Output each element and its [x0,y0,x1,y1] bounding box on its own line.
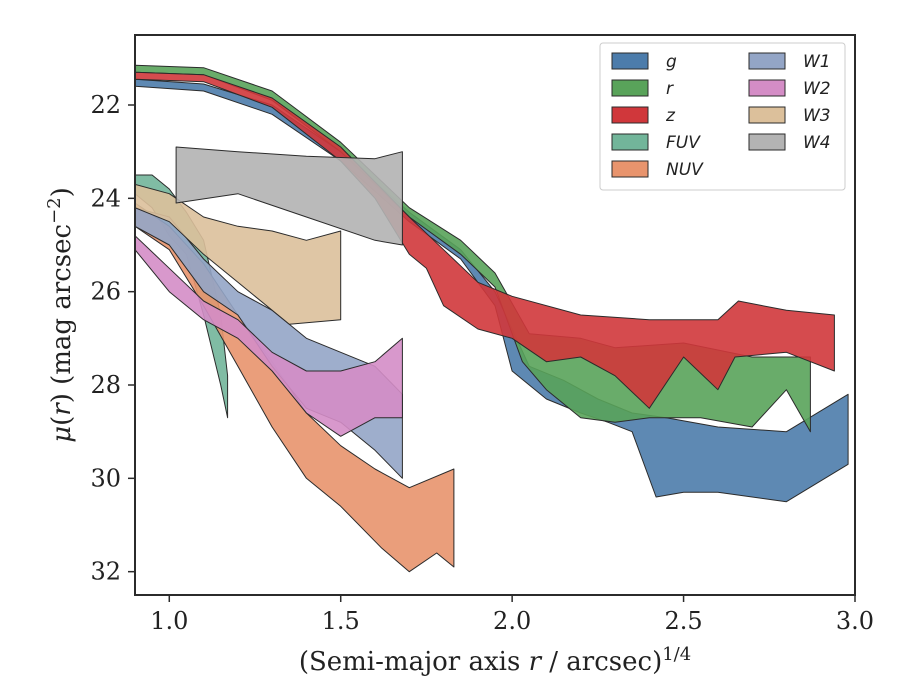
y-tick-label: 24 [90,184,121,212]
legend-label-w1: W1 [803,52,831,72]
y-tick-label: 32 [90,558,121,586]
legend: grz FUV NUV W1 W2 W3 W4 [599,42,846,191]
legend-swatch-w1 [748,52,786,70]
legend-swatch-nuv [611,160,649,178]
legend-swatch-w4 [748,133,786,151]
legend-label-w2: W2 [803,79,831,99]
area-w3 [135,183,342,325]
y-axis-ticks: 22 24 26 28 30 32 [90,91,135,586]
y-tick-label: 28 [90,371,121,399]
legend-label-nuv: NUV [666,160,704,180]
x-tick-label: 1.5 [322,607,360,635]
plot-frame [134,34,856,596]
legend-label-w4: W4 [803,133,831,153]
y-tick-label: 26 [90,278,121,306]
y-axis-label: μ(r) (mag arcsec−2) [44,187,77,443]
x-tick-label: 3.0 [836,607,874,635]
y-tick-label: 30 [90,464,121,492]
legend-label-fuv: FUV [666,133,701,153]
x-tick-label: 2.0 [493,607,531,635]
legend-label-r: r [666,79,674,99]
legend-swatch-r [611,79,649,97]
x-tick-label: 1.0 [150,607,188,635]
legend-label-w3: W3 [803,106,831,126]
legend-label-z: z [665,106,676,126]
legend-label-g: g [666,52,677,72]
area-w4 [175,146,403,246]
x-axis-label: (Semi-major axis r / arcsec)1/4 [299,644,691,677]
x-tick-label: 2.5 [664,607,702,635]
legend-swatch-g [611,52,649,70]
legend-swatch-fuv [611,133,649,151]
y-tick-label: 22 [90,91,121,119]
legend-swatch-w2 [748,79,786,97]
series-areas [135,64,849,573]
x-axis-ticks: 1.0 1.5 2.0 2.5 3.0 [150,595,874,635]
area-w2 [135,235,403,437]
legend-swatch-z [611,106,649,124]
legend-swatch-w3 [748,106,786,124]
